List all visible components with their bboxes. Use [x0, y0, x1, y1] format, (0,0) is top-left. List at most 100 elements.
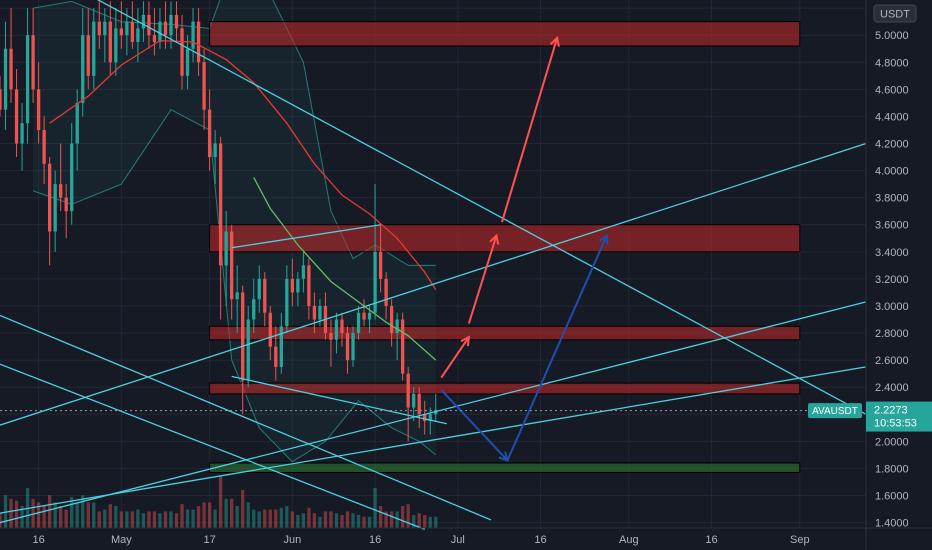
trendline[interactable]: [88, 0, 867, 415]
forecast-arrow[interactable]: [506, 233, 609, 461]
price-zones[interactable]: [209, 21, 801, 473]
support-zone[interactable]: [209, 462, 801, 473]
resistance-zone[interactable]: [209, 382, 801, 395]
volume-bar: [323, 511, 328, 528]
arrow-head: [599, 233, 609, 245]
resistance-zone[interactable]: [209, 21, 801, 47]
candle-body: [108, 21, 112, 63]
volume-bar: [75, 502, 79, 528]
volume-bar: [64, 509, 68, 528]
moving-averages: [49, 39, 437, 361]
volume-bar: [389, 511, 394, 528]
volume-bar: [312, 513, 317, 528]
volume-bar: [384, 511, 388, 528]
time-tick-label: Jun: [283, 534, 301, 546]
candle-body: [384, 278, 388, 306]
arrow-shaft: [506, 235, 608, 461]
arrow-shaft: [467, 235, 498, 324]
volume-bar: [241, 489, 245, 528]
volume-bar: [70, 497, 74, 528]
moving-average-line: [253, 177, 437, 361]
moving-average-line: [49, 39, 437, 291]
volume-bar: [307, 507, 311, 528]
volume-bar: [318, 516, 322, 528]
candle-body: [373, 251, 377, 313]
candle-body: [25, 35, 30, 124]
volume-bar: [218, 475, 223, 528]
price-tick-label: 4.2000: [875, 139, 909, 151]
candle-body: [257, 278, 261, 300]
volume-bar: [141, 513, 146, 528]
candle-body: [141, 14, 146, 29]
trendline[interactable]: [0, 301, 867, 524]
candle-body: [185, 48, 190, 76]
volume-bar: [53, 502, 57, 528]
trendline[interactable]: [0, 366, 867, 514]
volume-bar: [290, 511, 294, 528]
volume-bar: [378, 506, 383, 528]
time-axis[interactable]: 16 May 17 Jun 16 Jul 16 Aug 16 Sep: [0, 527, 932, 546]
candle-body: [191, 21, 195, 49]
price-tick-label: 5.0000: [875, 30, 909, 42]
trendline[interactable]: [0, 314, 492, 521]
volume-bar: [9, 498, 13, 528]
price-tick-label: 4.4000: [875, 111, 909, 123]
volume-bar: [42, 506, 46, 528]
candle-body: [230, 231, 234, 300]
candle-body: [207, 109, 212, 158]
candle-body: [114, 28, 118, 63]
price-tick-label: 3.2000: [875, 274, 909, 286]
volume-bar: [367, 516, 372, 528]
forecast-arrow[interactable]: [440, 335, 471, 379]
candle-body: [296, 278, 300, 293]
volume-bar: [252, 509, 256, 528]
trendline[interactable]: [231, 224, 381, 249]
forecast-arrow[interactable]: [500, 35, 560, 223]
volume-bar: [147, 511, 151, 528]
candle-body: [174, 14, 179, 29]
trendlines[interactable]: [0, 0, 867, 530]
volume-bar: [202, 502, 206, 528]
candle-body: [0, 89, 2, 110]
last-price-badge: 2.2273 10:53:53: [866, 401, 932, 432]
candle-body: [180, 28, 184, 76]
time-tick-label: 16: [534, 534, 546, 546]
price-tick-label: 4.8000: [875, 57, 909, 69]
resistance-zone[interactable]: [209, 224, 801, 253]
candle-body: [378, 251, 383, 279]
candle-body: [340, 319, 344, 334]
time-tick-label: May: [111, 534, 132, 546]
price-tick-label: 3.8000: [875, 193, 909, 205]
volume-bar: [47, 495, 52, 528]
volume-bar: [152, 511, 157, 528]
time-tick-label: Aug: [619, 534, 639, 546]
volume-bar: [108, 504, 112, 528]
currency-badge[interactable]: USDT: [873, 4, 917, 23]
trendline[interactable]: [0, 363, 425, 530]
candle-body: [412, 393, 416, 408]
time-tick-label: Sep: [790, 534, 810, 546]
candle-body: [351, 333, 355, 361]
candle-body: [406, 373, 410, 408]
trendline[interactable]: [231, 375, 447, 425]
candle-body: [103, 21, 107, 36]
volume-bar: [213, 509, 217, 528]
candle-body: [53, 184, 57, 232]
volume-bar: [230, 498, 234, 528]
volume-bar: [345, 511, 350, 528]
time-tick-label: 17: [203, 534, 215, 546]
trendline[interactable]: [0, 142, 867, 426]
last-price-label: 2.2273: [874, 405, 908, 417]
candles: [0, 1, 438, 442]
candle-body: [246, 319, 250, 381]
candle-body: [417, 393, 421, 415]
forecast-arrow[interactable]: [467, 233, 500, 324]
volume-bar: [36, 502, 41, 528]
candle-body: [75, 102, 79, 144]
volume-bar: [412, 515, 416, 528]
volume-bar: [169, 511, 173, 528]
price-tick-label: 2.8000: [875, 328, 909, 340]
forecast-arrows[interactable]: [440, 35, 609, 462]
price-tick-label: 4.0000: [875, 166, 909, 178]
